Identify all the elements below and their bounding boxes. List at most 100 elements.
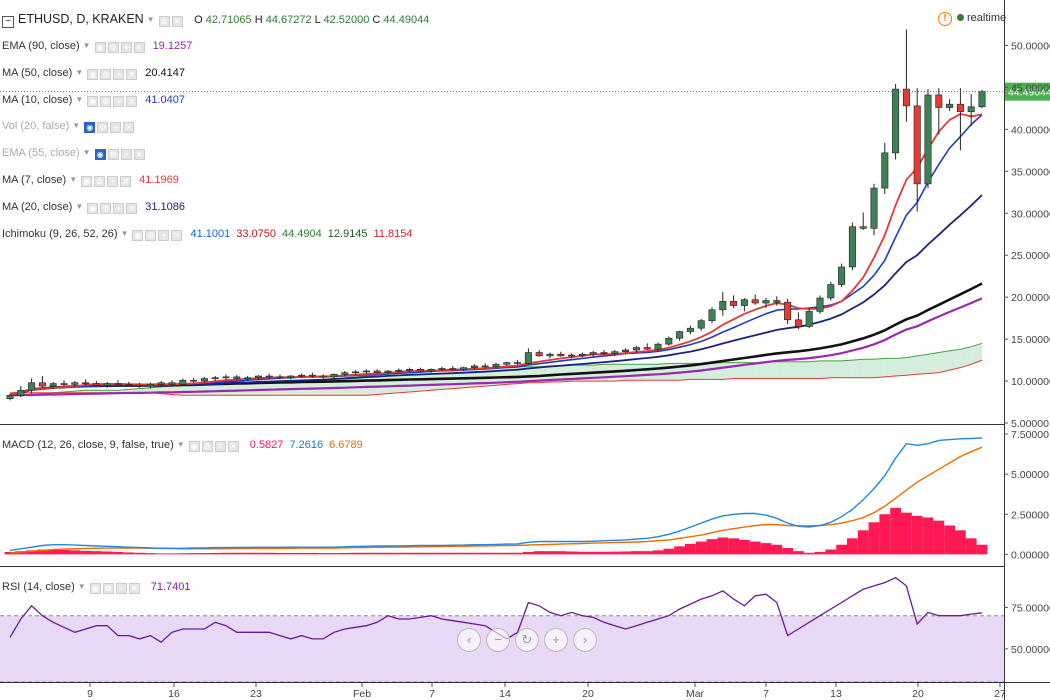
indicator-label[interactable]: MA (7, close) <box>2 174 67 186</box>
eye-icon[interactable]: ◉ <box>94 149 106 161</box>
macd-histogram-bar <box>933 520 945 555</box>
candle-body <box>600 352 608 354</box>
macd-histogram-bar <box>566 551 577 555</box>
close-icon[interactable]: ✕ <box>126 202 138 214</box>
candle-body <box>319 375 327 378</box>
chevron-down-icon[interactable]: ▼ <box>82 148 91 158</box>
reset-button[interactable]: ↻ <box>515 628 539 652</box>
macd-histogram-bar <box>328 553 340 555</box>
price-pane[interactable] <box>6 29 986 401</box>
macd-histogram-bar <box>242 552 253 555</box>
macd-histogram-bar <box>112 551 124 555</box>
ichimoku-cloud-segment <box>917 354 928 375</box>
settings-icon[interactable]: ⚙ <box>107 149 119 161</box>
close-icon[interactable]: ✕ <box>126 95 138 107</box>
close-icon[interactable]: ✕ <box>171 229 183 241</box>
macd-histogram-bar <box>317 553 329 555</box>
chevron-down-icon[interactable]: ▼ <box>176 440 185 449</box>
warning-icon[interactable]: ! <box>938 12 952 26</box>
settings-icon[interactable]: ⚙ <box>97 122 109 134</box>
rsi-tick-label: 75.00000 <box>1011 602 1050 614</box>
close-icon[interactable]: ✕ <box>171 16 183 27</box>
chevron-down-icon[interactable]: ▼ <box>69 175 78 184</box>
macd-pane[interactable] <box>4 437 988 555</box>
indicator-label[interactable]: Vol (20, false) <box>2 120 70 133</box>
settings-icon[interactable]: ⚙ <box>94 176 106 187</box>
indicator-label[interactable]: Ichimoku (9, 26, 52, 26) <box>2 227 118 240</box>
chevron-down-icon[interactable]: ▼ <box>77 582 86 591</box>
eye-icon[interactable]: ◉ <box>188 441 200 452</box>
eye-icon[interactable]: ◉ <box>89 583 101 594</box>
settings-icon[interactable]: ⚙ <box>100 95 112 107</box>
rsi-value: 71.7401 <box>150 581 191 593</box>
close-icon[interactable]: ✕ <box>128 583 140 594</box>
eye-icon[interactable]: ◉ <box>87 68 99 80</box>
eye-icon[interactable]: ◉ <box>87 202 99 214</box>
candle-body <box>946 103 954 108</box>
indicator-value: 11.8154 <box>373 227 413 240</box>
time-tick-label: 23 <box>250 688 262 700</box>
macd-histogram-bar <box>37 549 48 555</box>
indicator-label[interactable]: MA (10, close) <box>2 93 73 106</box>
close-icon[interactable]: ✕ <box>227 441 239 452</box>
candle-body <box>352 371 360 374</box>
close-icon[interactable]: ✕ <box>126 68 138 80</box>
add-icon[interactable]: + <box>115 583 127 594</box>
eye-icon[interactable]: ◉ <box>132 229 144 241</box>
settings-icon[interactable]: ⚙ <box>100 68 112 80</box>
settings-icon[interactable]: ⚙ <box>102 583 114 594</box>
macd-histogram-bar <box>922 517 934 555</box>
ichimoku-span-b <box>10 359 983 396</box>
chevron-down-icon[interactable]: ▼ <box>75 94 84 104</box>
close-icon[interactable]: ✕ <box>123 122 135 134</box>
scroll-right-button[interactable]: › <box>573 628 597 652</box>
chevron-down-icon[interactable]: ▼ <box>82 41 91 50</box>
chevron-down-icon[interactable]: ▼ <box>120 228 129 238</box>
chevron-down-icon[interactable]: ▼ <box>75 201 84 211</box>
ichimoku-cloud-segment <box>863 359 874 378</box>
add-icon[interactable]: + <box>214 441 226 452</box>
chevron-down-icon[interactable]: ▼ <box>75 67 84 77</box>
eye-icon[interactable]: ◉ <box>94 42 106 53</box>
zoom-in-button[interactable]: + <box>544 628 568 652</box>
close-icon[interactable]: ✕ <box>133 42 145 53</box>
rsi-label: RSI (14, close) <box>2 581 75 593</box>
candle-body <box>708 309 716 321</box>
add-icon[interactable]: + <box>158 229 170 241</box>
settings-icon[interactable]: ⚙ <box>100 202 112 214</box>
candle-body <box>125 384 133 386</box>
ichimoku-cloud-segment <box>895 357 907 377</box>
add-icon[interactable]: + <box>113 95 125 107</box>
scroll-left-button[interactable]: ‹ <box>457 628 481 652</box>
indicator-buttons: ◉ ⚙ + ✕ <box>94 145 147 163</box>
chevron-down-icon[interactable]: ▼ <box>72 121 81 131</box>
add-icon[interactable]: + <box>120 149 132 161</box>
indicator-label[interactable]: EMA (55, close) <box>2 147 80 160</box>
zoom-out-button[interactable]: − <box>486 628 510 652</box>
candle-body <box>298 374 306 377</box>
add-icon[interactable]: + <box>107 176 119 187</box>
settings-icon[interactable]: ⚙ <box>145 229 157 241</box>
add-icon[interactable]: + <box>110 122 122 134</box>
chevron-down-icon[interactable]: ▼ <box>146 15 155 24</box>
indicator-label[interactable]: MA (20, close) <box>2 200 73 213</box>
eye-icon[interactable]: ◉ <box>87 95 99 107</box>
high-label: H <box>254 14 263 26</box>
settings-icon[interactable]: ⚙ <box>201 441 213 452</box>
settings-icon[interactable]: ⚙ <box>158 16 170 27</box>
rsi-buttons: ◉ ⚙ + ✕ <box>89 579 142 597</box>
macd-histogram-bar <box>706 539 718 555</box>
candle-body <box>816 297 824 312</box>
close-icon[interactable]: ✕ <box>120 176 132 187</box>
add-icon[interactable]: + <box>113 202 125 214</box>
ichimoku-cloud-segment <box>636 364 648 381</box>
eye-icon[interactable]: ◉ <box>81 176 93 187</box>
indicator-label[interactable]: MA (50, close) <box>2 66 73 79</box>
eye-icon[interactable]: ◉ <box>84 122 96 134</box>
close-icon[interactable]: ✕ <box>133 149 145 161</box>
settings-icon[interactable]: ⚙ <box>107 42 119 53</box>
add-icon[interactable]: + <box>120 42 132 53</box>
minus-square-icon[interactable]: − <box>2 16 14 28</box>
indicator-label[interactable]: EMA (90, close) <box>2 40 80 52</box>
add-icon[interactable]: + <box>113 68 125 80</box>
